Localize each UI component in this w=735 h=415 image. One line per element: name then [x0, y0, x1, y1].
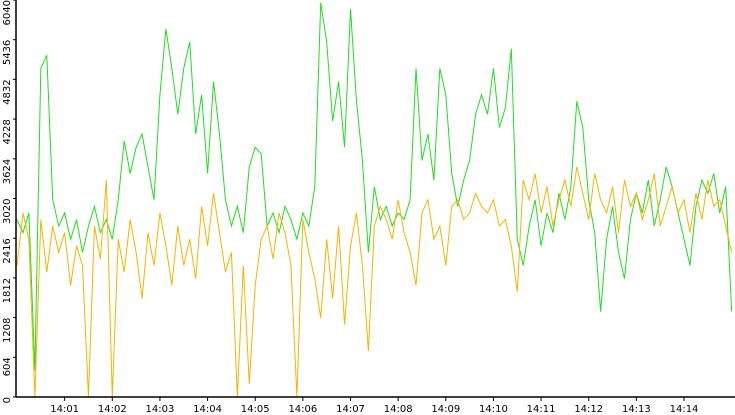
y-tick-label: 604: [2, 357, 13, 376]
x-tick-label: 14:03: [146, 404, 175, 415]
x-tick-label: 14:10: [479, 404, 508, 415]
y-tick-label: 1208: [2, 318, 13, 343]
x-tick-label: 14:13: [622, 404, 651, 415]
data-line: [16, 166, 733, 398]
x-tick-label: 14:07: [336, 404, 365, 415]
x-tick-label: 14:09: [431, 404, 460, 415]
y-tick-label: 6040: [2, 0, 13, 25]
x-tick-label: 14:12: [574, 404, 603, 415]
data-line: [16, 2, 733, 371]
x-tick-label: 14:02: [98, 404, 127, 415]
x-tick-label: 14:11: [527, 404, 556, 415]
x-tick-label: 14:04: [193, 404, 222, 415]
x-tick-label: 14:14: [670, 404, 699, 415]
x-tick-label: 14:05: [241, 404, 270, 415]
y-tick-label: 5436: [2, 40, 13, 65]
x-tick-label: 14:08: [384, 404, 413, 415]
y-tick-label: 3624: [2, 159, 13, 184]
x-tick-label: 14:01: [50, 404, 79, 415]
y-tick-label: 2416: [2, 238, 13, 263]
y-tick-label: 1812: [2, 278, 13, 303]
y-tick-label: 0: [2, 397, 13, 403]
y-tick-label: 4832: [2, 79, 13, 104]
x-tick-label: 14:06: [288, 404, 317, 415]
y-tick-label: 3020: [2, 199, 13, 224]
y-tick-label: 4228: [2, 119, 13, 144]
